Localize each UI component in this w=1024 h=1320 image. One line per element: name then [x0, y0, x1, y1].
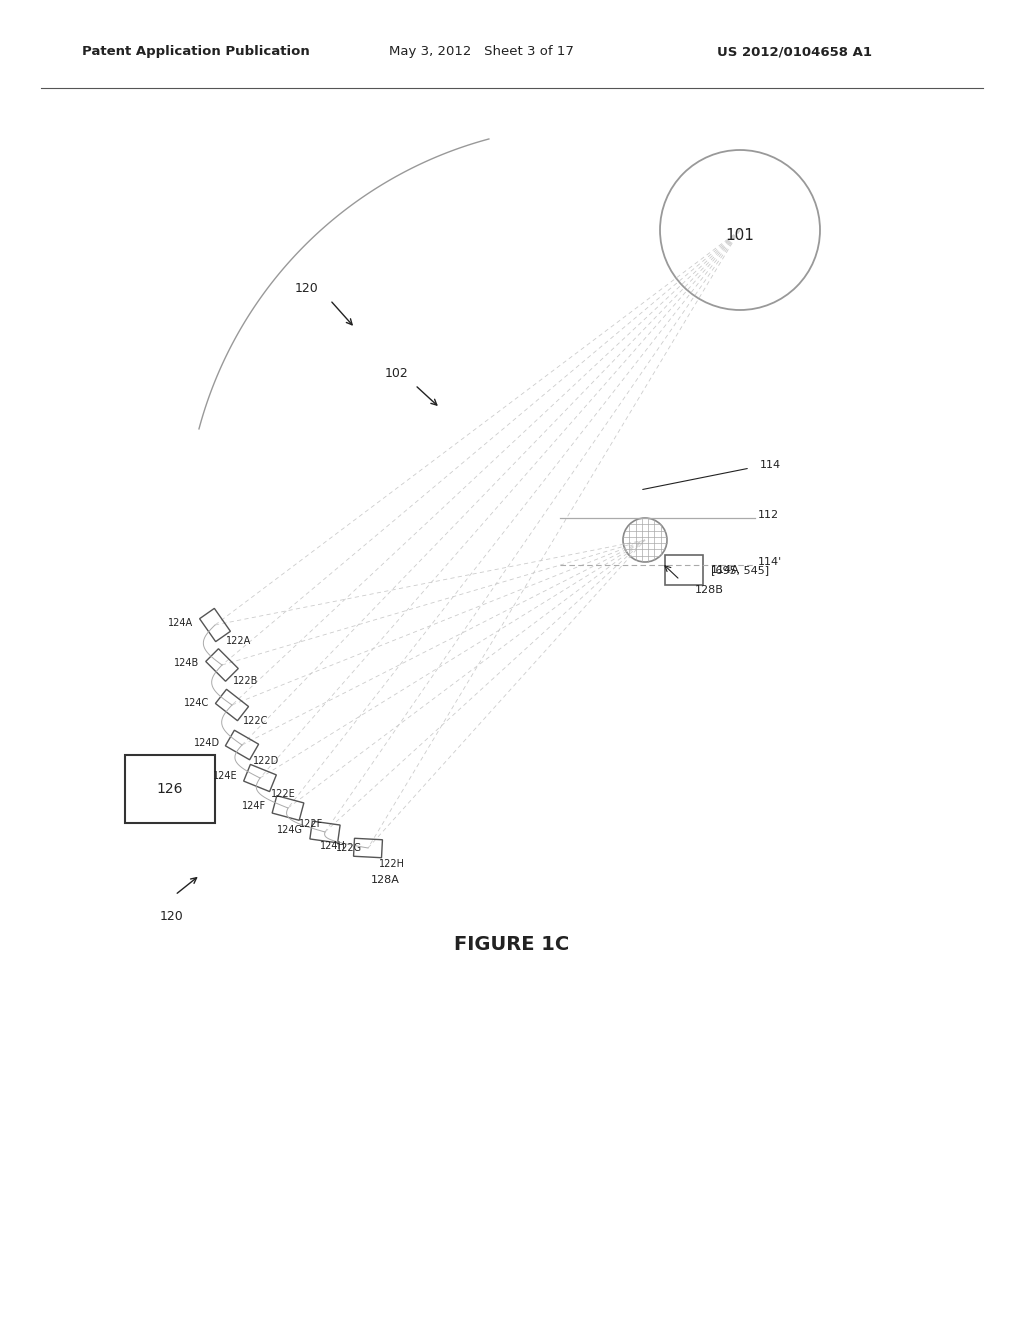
- Text: 114A: 114A: [711, 565, 739, 576]
- Text: 122B: 122B: [233, 676, 259, 686]
- Text: 124C: 124C: [184, 698, 210, 708]
- Text: 124F: 124F: [242, 801, 265, 810]
- Text: 122A: 122A: [226, 636, 252, 645]
- Text: 122H: 122H: [379, 859, 406, 869]
- Text: 124B: 124B: [174, 657, 200, 668]
- Text: 124G: 124G: [276, 825, 303, 836]
- Text: 122G: 122G: [336, 843, 362, 853]
- Text: 124E: 124E: [213, 771, 238, 781]
- Text: 122D: 122D: [253, 756, 280, 766]
- Text: 126: 126: [157, 781, 183, 796]
- Text: [695, 545]: [695, 545]: [711, 565, 769, 576]
- Text: Patent Application Publication: Patent Application Publication: [82, 45, 309, 58]
- Text: 114: 114: [760, 459, 781, 470]
- Text: 112: 112: [758, 510, 779, 520]
- Text: 124A: 124A: [168, 618, 193, 628]
- Text: 114': 114': [758, 557, 782, 568]
- Text: 120: 120: [295, 282, 318, 294]
- Bar: [125, 755, 215, 822]
- Text: 122E: 122E: [271, 789, 296, 799]
- Text: 120: 120: [160, 909, 183, 923]
- Text: 101: 101: [726, 227, 755, 243]
- Text: 128A: 128A: [371, 875, 399, 884]
- Text: US 2012/0104658 A1: US 2012/0104658 A1: [717, 45, 871, 58]
- Text: 124D: 124D: [194, 738, 219, 748]
- Text: 124H: 124H: [319, 841, 346, 851]
- Text: 122C: 122C: [244, 715, 268, 726]
- Text: 102: 102: [385, 367, 409, 380]
- Bar: [665, 554, 703, 585]
- Text: 122F: 122F: [299, 818, 324, 829]
- Text: May 3, 2012   Sheet 3 of 17: May 3, 2012 Sheet 3 of 17: [389, 45, 574, 58]
- Text: FIGURE 1C: FIGURE 1C: [455, 936, 569, 954]
- Text: 128B: 128B: [695, 585, 724, 595]
